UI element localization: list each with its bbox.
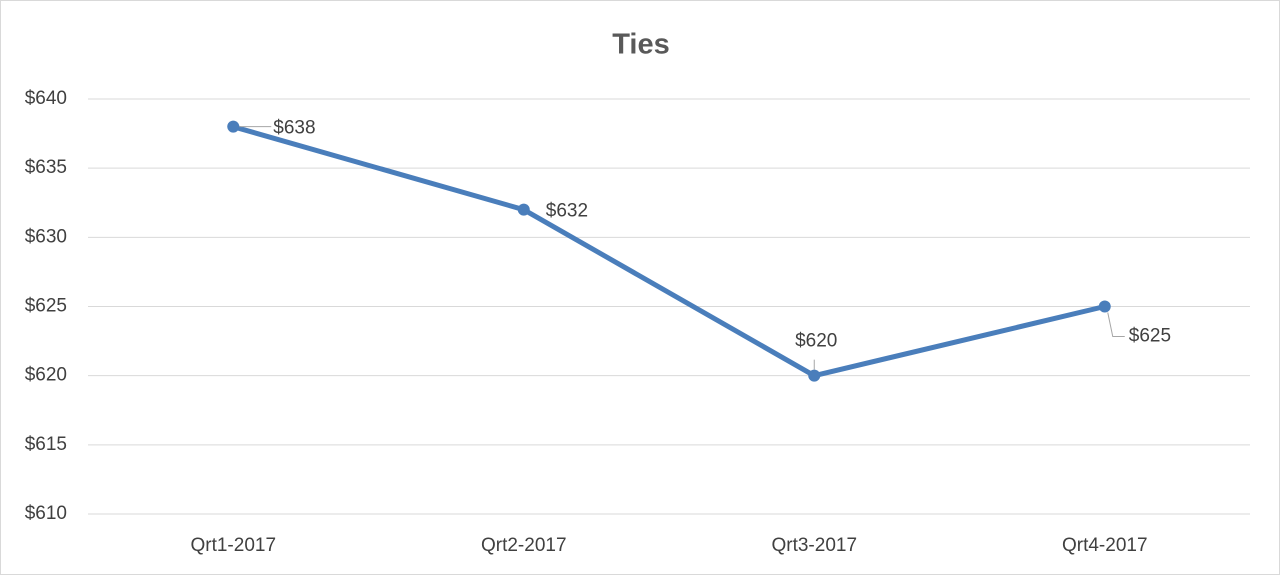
x-tick-label: Qrt1-2017 [190,535,276,556]
chart-title: Ties [612,29,670,61]
x-tick-label: Qrt4-2017 [1062,535,1148,556]
x-tick-label: Qrt2-2017 [481,535,567,556]
data-label: $638 [273,118,315,139]
x-tick-label: Qrt3-2017 [771,535,857,556]
data-point [808,369,821,382]
y-tick-label: $620 [25,365,67,386]
y-tick-label: $640 [25,88,67,109]
data-label: $632 [546,201,588,222]
data-point [227,120,240,133]
y-tick-label: $630 [25,226,67,247]
y-tick-label: $625 [25,296,67,317]
data-label: $625 [1129,326,1171,347]
line-series [232,124,1106,379]
data-label: $620 [795,331,837,352]
leader-line [1107,312,1125,337]
y-tick-label: $635 [25,157,67,178]
y-tick-label: $610 [25,503,67,524]
data-point [517,203,530,216]
y-tick-label: $615 [25,434,67,455]
data-point [1098,300,1111,313]
